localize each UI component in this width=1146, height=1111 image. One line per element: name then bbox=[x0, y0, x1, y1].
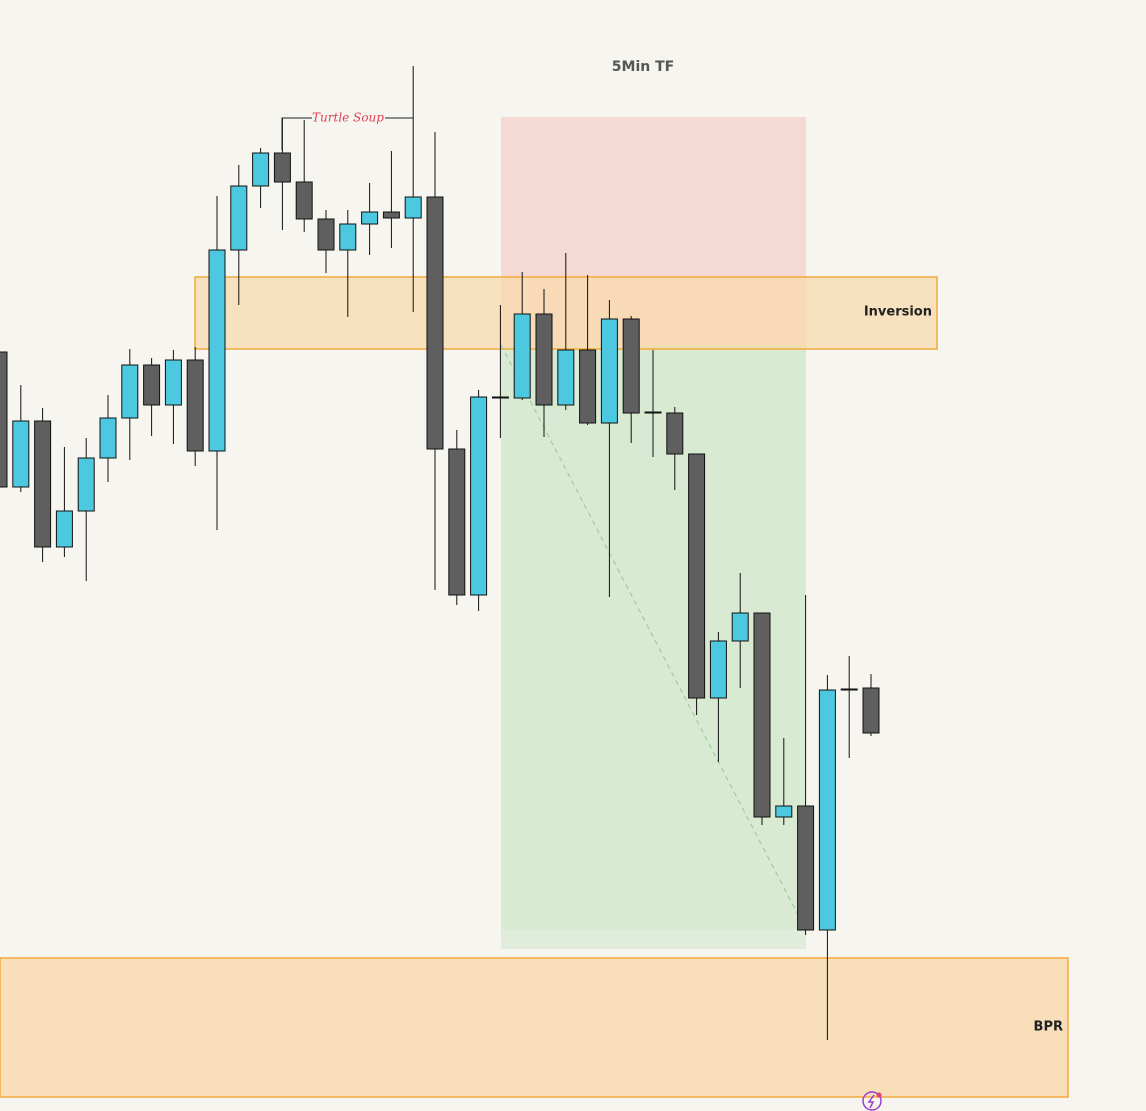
candles bbox=[0, 66, 880, 1040]
candle-body bbox=[600, 318, 618, 424]
candle-body bbox=[818, 689, 836, 931]
turtle-soup-label: Turtle Soup bbox=[312, 111, 384, 125]
candle-body bbox=[77, 457, 95, 512]
candle-body bbox=[709, 640, 727, 699]
alert-dot bbox=[876, 1092, 882, 1098]
candle-body bbox=[252, 152, 270, 187]
candle-body bbox=[273, 152, 291, 183]
candle-body bbox=[339, 223, 357, 251]
candle-body bbox=[753, 612, 771, 818]
candle-body bbox=[470, 396, 488, 596]
target-extension bbox=[501, 930, 806, 949]
candle-body bbox=[99, 417, 117, 459]
candle-body bbox=[862, 687, 880, 734]
candle-body bbox=[448, 448, 466, 596]
candle-body bbox=[666, 412, 684, 455]
candle-body bbox=[535, 313, 553, 406]
alert-icon-bolt bbox=[867, 1094, 875, 1109]
candle-body bbox=[55, 510, 73, 548]
candle-body bbox=[317, 218, 335, 251]
chart-title: 5Min TF bbox=[612, 59, 674, 75]
candle-body bbox=[382, 211, 400, 219]
candle-body bbox=[208, 249, 226, 452]
candle-body bbox=[688, 453, 706, 699]
candle-body bbox=[12, 420, 30, 488]
candle-body bbox=[579, 349, 597, 424]
candle-body bbox=[34, 420, 52, 548]
candle-body bbox=[513, 313, 531, 399]
candle-body bbox=[644, 411, 662, 414]
candle-body bbox=[361, 211, 379, 225]
candle-body bbox=[230, 185, 248, 251]
candle-body bbox=[404, 196, 422, 219]
candle-body bbox=[622, 318, 640, 414]
candle-body bbox=[797, 805, 815, 931]
candle-body bbox=[143, 364, 161, 406]
candle-body bbox=[426, 196, 444, 450]
bpr-label: BPR bbox=[1034, 1020, 1063, 1035]
candle-body bbox=[164, 359, 182, 406]
candle-body bbox=[295, 181, 313, 220]
alert-icon[interactable] bbox=[862, 1091, 882, 1111]
candle-body bbox=[491, 396, 509, 399]
candle-body bbox=[775, 805, 793, 818]
candle-body bbox=[186, 359, 204, 452]
inversion-label: Inversion bbox=[864, 305, 932, 320]
candle-body bbox=[121, 364, 139, 419]
candle-body bbox=[557, 349, 575, 406]
trade-line bbox=[500, 344, 807, 931]
candle-body bbox=[731, 612, 749, 642]
bpr-zone bbox=[0, 957, 1069, 1098]
candle-body bbox=[840, 688, 858, 691]
candle-body bbox=[0, 351, 8, 488]
